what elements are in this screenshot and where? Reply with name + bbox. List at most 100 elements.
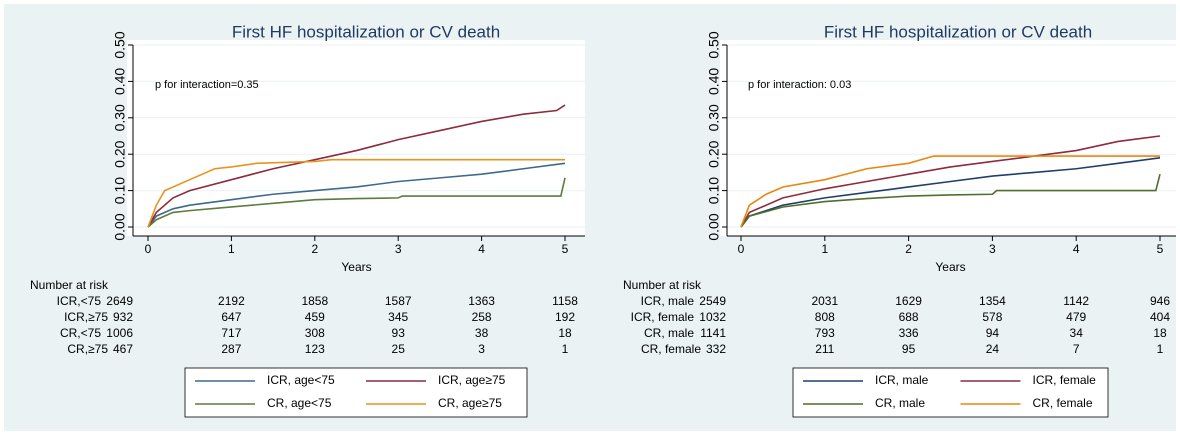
x-axis-label: Years [341,260,371,274]
risk-count: 1629 [895,294,922,308]
risk-count: 647 [221,310,241,324]
risk-count: 2031 [811,294,838,308]
risk-count: 1858 [301,294,328,308]
risk-count: 345 [388,310,408,324]
risk-count: 2549 [699,294,726,308]
risk-count: 308 [305,326,325,340]
x-tick-label: 4 [1073,242,1080,256]
risk-row-label: CR,≥75 [67,342,108,356]
risk-count: 717 [221,326,241,340]
y-tick-label: 0.50 [706,31,722,58]
legend-label: CR, female [1033,396,1093,410]
risk-count: 94 [986,326,1000,340]
risk-count: 258 [472,310,492,324]
risk-count: 467 [113,342,133,356]
risk-count: 1587 [385,294,412,308]
y-tick-label: 0.50 [112,31,128,58]
y-tick-label: 0.20 [112,140,128,167]
risk-count: 1 [1157,342,1164,356]
risk-table-title: Number at risk [623,278,702,292]
risk-count: 1363 [468,294,495,308]
risk-count: 25 [392,342,406,356]
risk-count: 404 [1150,310,1170,324]
risk-count: 336 [899,326,919,340]
risk-row-label: ICR,<75 [57,294,102,308]
annotation: p for interaction: 0.03 [748,79,851,91]
legend-label: ICR, male [875,373,929,387]
y-tick-label: 0.30 [706,104,722,131]
risk-count: 332 [706,342,726,356]
series-line [147,162,566,228]
legend-label: ICR, age≥75 [438,373,506,387]
series-line [147,104,566,228]
risk-count: 3 [478,342,485,356]
x-tick-label: 1 [821,242,828,256]
chart-title: First HF hospitalization or CV death [824,22,1092,41]
x-tick-label: 0 [145,242,152,256]
x-tick-label: 4 [478,242,485,256]
series-line [740,174,1161,228]
x-tick-label: 2 [905,242,912,256]
risk-row-label: ICR, female [631,310,695,324]
x-tick-label: 0 [738,242,745,256]
x-tick-label: 3 [989,242,996,256]
risk-count: 123 [305,342,325,356]
risk-count: 932 [113,310,133,324]
risk-count: 808 [815,310,835,324]
plot-region [127,40,585,236]
risk-count: 2649 [106,294,133,308]
x-axis-label: Years [935,260,965,274]
risk-count: 287 [221,342,241,356]
risk-count: 459 [305,310,325,324]
risk-count: 95 [902,342,916,356]
series-line [740,135,1161,228]
risk-count: 1032 [699,310,726,324]
series-line [740,155,1160,228]
risk-count: 18 [558,326,572,340]
x-tick-label: 3 [395,242,402,256]
y-tick-label: 0.00 [112,213,128,240]
legend-box [184,367,528,418]
series-line [147,158,565,228]
x-tick-label: 5 [1157,242,1164,256]
risk-count: 211 [815,342,834,356]
risk-row-label: ICR, male [641,294,695,308]
risk-count: 38 [475,326,489,340]
risk-count: 578 [982,310,1002,324]
y-tick-label: 0.20 [706,140,722,167]
risk-row-label: CR, female [641,342,701,356]
risk-count: 479 [1066,310,1086,324]
risk-count: 1006 [106,326,133,340]
chart-title: First HF hospitalization or CV death [232,22,500,41]
risk-count: 1158 [552,294,578,308]
y-tick-label: 0.40 [112,68,128,95]
risk-count: 34 [1070,326,1084,340]
risk-count: 1142 [1063,294,1089,308]
y-tick-label: 0.10 [112,177,128,204]
series-line [147,177,566,228]
risk-table-title: Number at risk [30,278,109,292]
risk-count: 2192 [218,294,245,308]
risk-count: 1354 [979,294,1006,308]
risk-count: 688 [899,310,919,324]
risk-count: 1141 [700,326,726,340]
risk-count: 24 [986,342,1000,356]
annotation: p for interaction=0.35 [155,79,259,91]
risk-count: 18 [1153,326,1167,340]
x-tick-label: 1 [228,242,235,256]
risk-row-label: ICR,≥75 [64,310,108,324]
y-tick-label: 0.40 [706,68,722,95]
risk-count: 93 [392,326,406,340]
y-tick-label: 0.30 [112,104,128,131]
legend-label: CR, age≥75 [438,396,502,410]
x-tick-label: 5 [562,242,569,256]
legend-label: ICR, female [1033,373,1097,387]
risk-row-label: CR, male [644,326,694,340]
risk-count: 7 [1073,342,1080,356]
risk-count: 1 [562,342,569,356]
x-tick-label: 2 [311,242,318,256]
series-line [740,157,1161,228]
risk-count: 192 [555,310,575,324]
y-tick-label: 0.10 [706,177,722,204]
